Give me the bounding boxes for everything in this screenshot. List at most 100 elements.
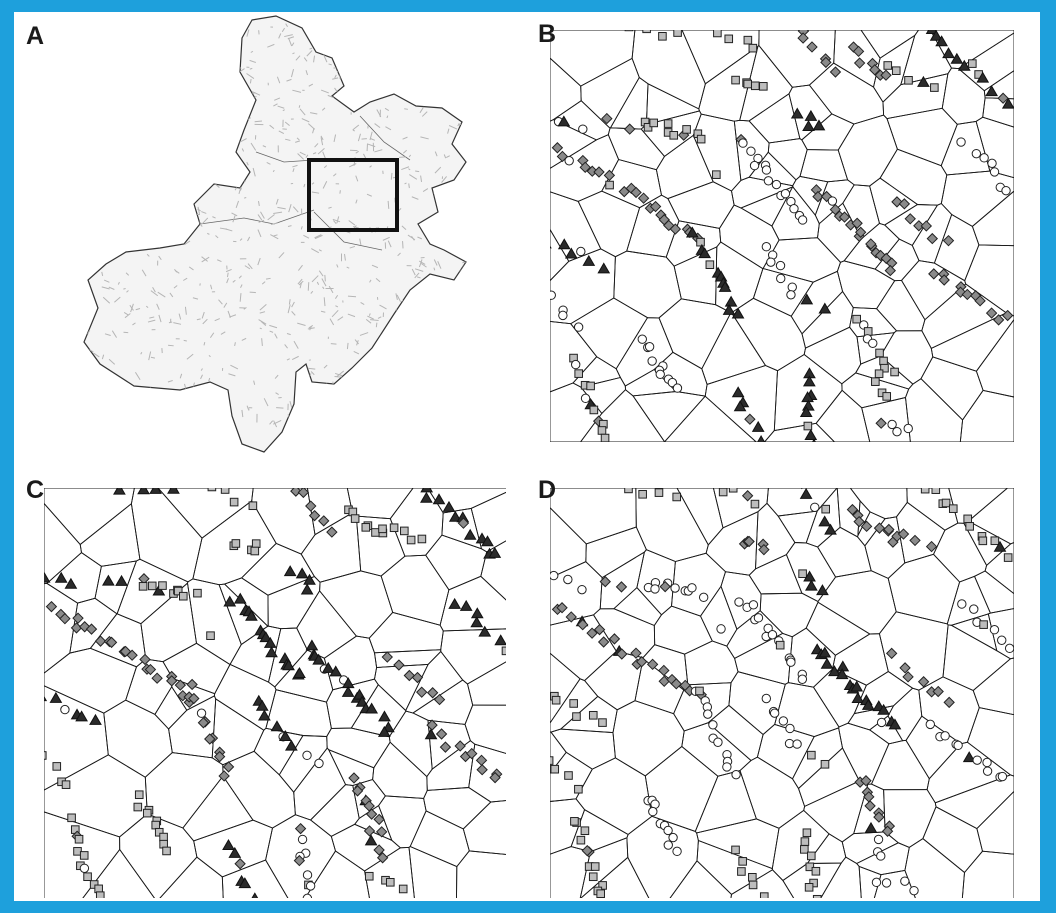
black-triangle-marker: [816, 584, 829, 596]
gray-diamond-marker: [603, 169, 616, 182]
terrain-texture-stroke: [321, 278, 327, 287]
terrain-texture-stroke: [215, 418, 218, 422]
voronoi-cell: [570, 809, 629, 853]
voronoi-cell: [409, 810, 470, 868]
black-triangle-marker: [228, 846, 242, 858]
gray-square-marker: [863, 327, 873, 336]
black-triangle-marker: [804, 428, 818, 440]
gray-diamond-marker: [860, 775, 872, 787]
black-triangle-marker: [263, 636, 277, 648]
gray-square-marker: [880, 363, 889, 373]
terrain-texture-stroke: [303, 57, 308, 62]
panel-d: D: [534, 474, 1034, 901]
open-circle-marker: [305, 881, 316, 891]
terrain-texture-stroke: [401, 225, 407, 230]
gray-square-marker: [930, 83, 939, 92]
terrain-texture-stroke: [401, 166, 410, 171]
open-circle-marker: [314, 758, 324, 769]
terrain-texture-stroke: [281, 27, 286, 33]
open-circle-marker: [580, 393, 591, 404]
terrain-texture-stroke: [467, 126, 468, 130]
open-circle-marker: [971, 148, 982, 159]
terrain-texture-stroke: [151, 441, 160, 446]
terrain-texture-stroke: [146, 253, 150, 257]
terrain-texture-stroke: [192, 47, 198, 56]
voronoi-cell: [309, 784, 360, 837]
terrain-texture-stroke: [153, 138, 160, 141]
terrain-texture-stroke: [231, 212, 238, 217]
voronoi-cell: [44, 502, 82, 585]
black-triangle-marker: [985, 85, 999, 97]
terrain-texture-stroke: [276, 407, 284, 409]
terrain-texture-stroke: [225, 440, 229, 445]
voronoi-cell: [787, 627, 836, 688]
black-triangle-marker: [557, 238, 571, 250]
terrain-texture-stroke: [349, 163, 357, 168]
terrain-texture-stroke: [415, 170, 420, 173]
terrain-texture-stroke: [262, 145, 267, 148]
gray-square-marker: [501, 646, 506, 656]
voronoi-cell: [253, 727, 304, 776]
terrain-texture-stroke: [143, 230, 148, 233]
terrain-texture-stroke: [270, 222, 278, 225]
terrain-texture-stroke: [157, 399, 164, 404]
terrain-texture-stroke: [86, 315, 94, 318]
voronoi-cell: [763, 422, 836, 442]
terrain-texture-stroke: [151, 230, 156, 235]
gray-square-marker: [669, 131, 679, 140]
terrain-texture-stroke: [369, 279, 372, 283]
terrain-texture-stroke: [388, 332, 391, 336]
open-circle-marker: [972, 755, 982, 765]
terrain-texture-stroke: [462, 292, 466, 298]
voronoi-cell: [671, 552, 727, 617]
voronoi-cell: [801, 113, 855, 151]
voronoi-cells: [550, 30, 1014, 442]
terrain-texture-stroke: [102, 296, 111, 304]
terrain-texture-stroke: [416, 276, 421, 279]
terrain-texture-stroke: [135, 308, 141, 311]
terrain-texture-stroke: [217, 59, 224, 68]
terrain-texture-stroke: [456, 438, 464, 446]
terrain-texture-stroke: [89, 411, 96, 416]
gray-diamond-marker: [454, 740, 466, 752]
terrain-texture-stroke: [84, 31, 88, 39]
terrain-texture-stroke: [251, 91, 261, 96]
black-triangle-marker: [312, 653, 326, 665]
terrain-texture-stroke: [259, 303, 267, 311]
terrain-texture-stroke: [89, 130, 92, 135]
terrain-texture-stroke: [269, 124, 275, 130]
terrain-texture-stroke: [269, 420, 274, 425]
gray-diamond-marker: [743, 535, 755, 548]
terrain-texture-stroke: [432, 329, 437, 337]
terrain-texture-stroke: [244, 265, 251, 270]
gray-square-marker: [811, 866, 821, 876]
open-circle-marker: [573, 322, 584, 332]
gray-square-marker: [576, 835, 586, 845]
terrain-texture-stroke: [270, 234, 279, 240]
open-circle-marker: [810, 502, 820, 512]
terrain-texture-stroke: [451, 29, 456, 32]
voronoi-cell: [140, 582, 197, 663]
open-circle-marker: [903, 423, 913, 434]
terrain-texture-stroke: [192, 297, 199, 300]
terrain-texture-stroke: [314, 143, 319, 148]
gray-square-marker: [696, 237, 705, 247]
terrain-texture-stroke: [408, 183, 410, 189]
terrain-texture-stroke: [185, 154, 188, 158]
voronoi-cell: [730, 297, 806, 372]
gray-diamond-marker: [426, 687, 439, 699]
terrain-texture-stroke: [257, 257, 261, 266]
voronoi-cell: [940, 120, 991, 176]
terrain-texture-stroke: [239, 138, 247, 143]
terrain-texture-stroke: [437, 261, 442, 269]
terrain-texture-stroke: [127, 161, 131, 165]
voronoi-cell: [44, 488, 135, 546]
terrain-texture-stroke: [249, 59, 256, 63]
terrain-texture-stroke: [277, 206, 286, 210]
terrain-texture-stroke: [232, 279, 236, 283]
terrain-texture-stroke: [174, 268, 178, 273]
terrain-texture-stroke: [326, 448, 330, 452]
terrain-texture-stroke: [299, 395, 307, 398]
terrain-texture-stroke: [343, 390, 351, 395]
terrain-texture-stroke: [275, 198, 279, 205]
